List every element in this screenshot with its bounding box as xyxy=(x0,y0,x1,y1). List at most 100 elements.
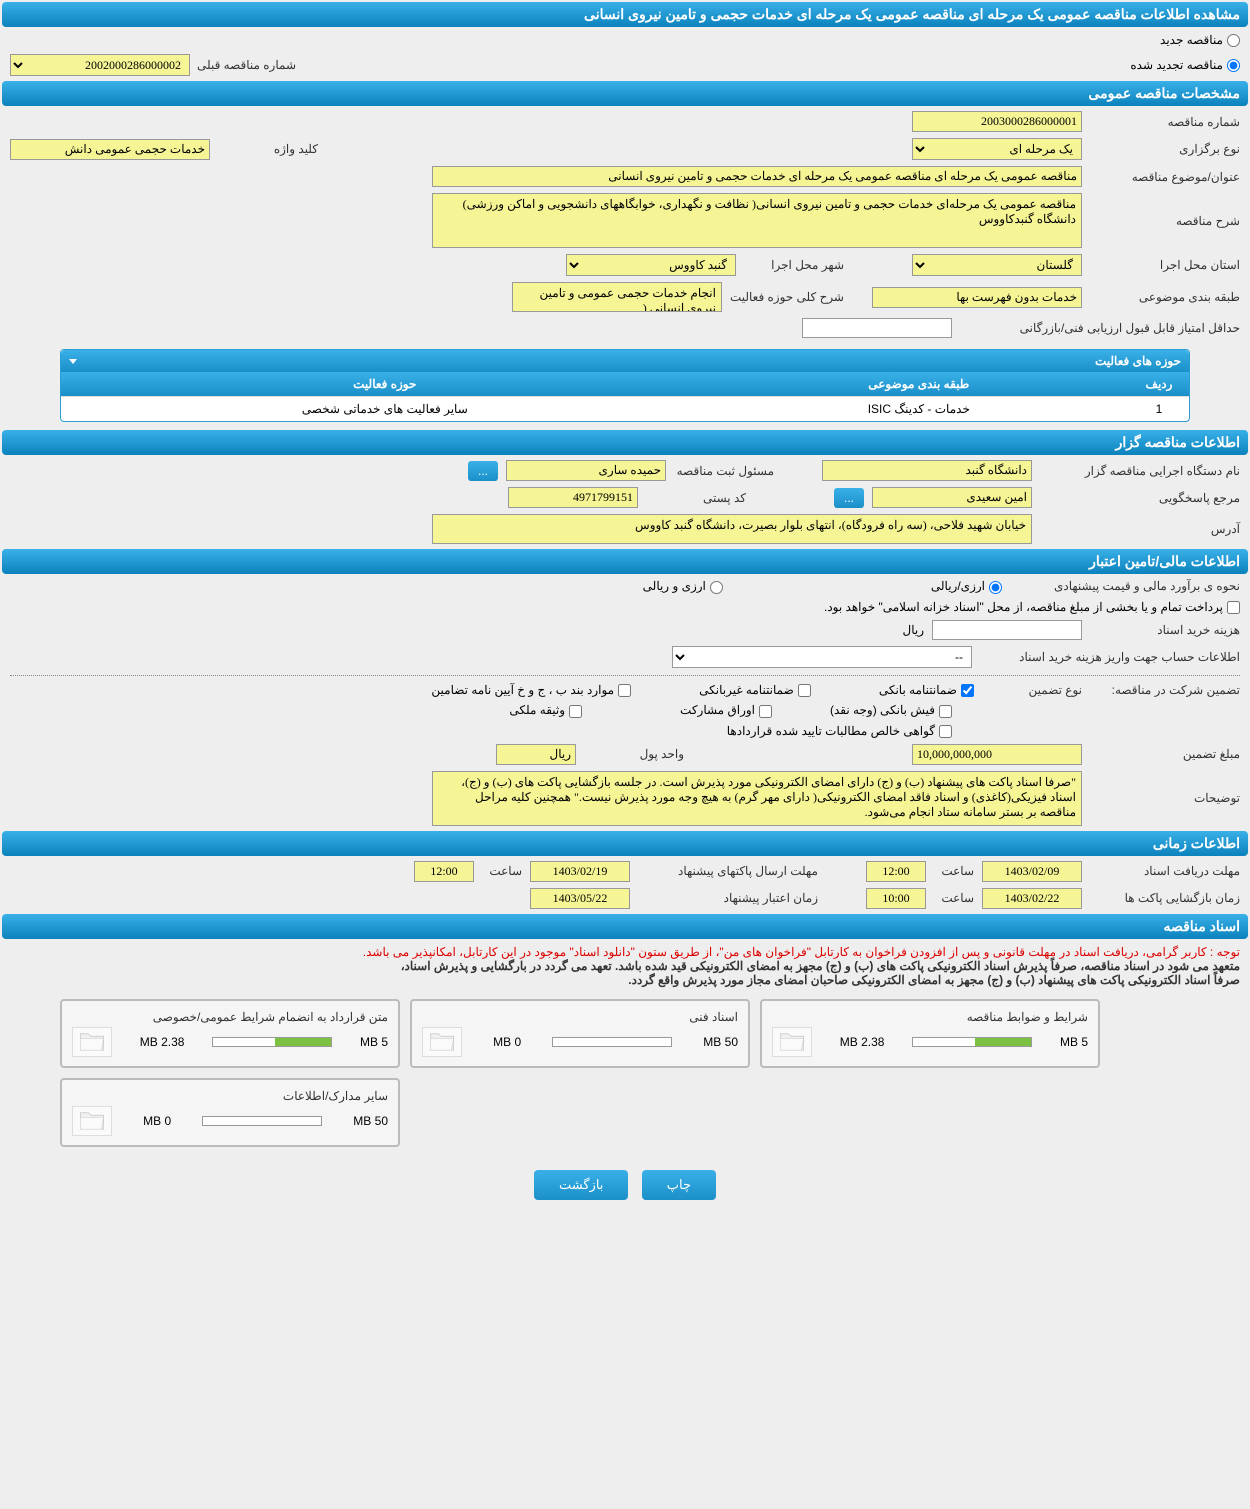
currency-unit-input[interactable] xyxy=(496,744,576,765)
doc-total: 50 MB xyxy=(703,1035,738,1049)
clauses-option[interactable]: موارد بند ب ، ج و خ آیین نامه تضامین xyxy=(431,683,631,697)
exec-city-select[interactable]: گنبد کاووس xyxy=(566,254,736,276)
nonbank-guarantee-option[interactable]: ضمانتنامه غیربانکی xyxy=(699,683,811,697)
contract-cert-checkbox[interactable] xyxy=(939,725,952,738)
estimate-label: نحوه ی برآورد مالی و قیمت پیشنهادی xyxy=(1010,579,1240,593)
docs-notice-red: توجه : کاربر گرامی، دریافت اسناد در مهلت… xyxy=(363,945,1240,959)
cell-category: خدمات - کدینگ ISIC xyxy=(709,397,1129,422)
participation-bonds-checkbox[interactable] xyxy=(759,705,772,718)
doc-total: 50 MB xyxy=(353,1114,388,1128)
bank-receipt-checkbox[interactable] xyxy=(939,705,952,718)
doc-used: 0 MB xyxy=(493,1035,521,1049)
renewed-tender-radio-label[interactable]: مناقصه تجدید شده xyxy=(1130,58,1240,72)
doc-progress-bar xyxy=(912,1037,1032,1047)
section-general-specs: مشخصات مناقصه عمومی xyxy=(2,81,1248,106)
prev-number-select[interactable]: 2002000286000002 xyxy=(10,54,190,76)
doc-card[interactable]: شرایط و ضوابط مناقصه5 MB2.38 MB xyxy=(760,999,1100,1068)
payment-note-checkbox[interactable] xyxy=(1227,601,1240,614)
print-button[interactable]: چاپ xyxy=(642,1170,716,1200)
exec-city-label: شهر محل اجرا xyxy=(744,258,844,272)
postal-code-label: کد پستی xyxy=(646,491,746,505)
currency-both-option[interactable]: ارزی و ریالی xyxy=(643,579,723,593)
bid-send-time-input[interactable] xyxy=(414,861,474,882)
folder-icon xyxy=(72,1027,112,1057)
guarantee-type-label: نوع تضمین xyxy=(982,683,1082,697)
nonbank-guarantee-checkbox[interactable] xyxy=(798,684,811,697)
subject-input[interactable] xyxy=(432,166,1082,187)
property-bond-checkbox[interactable] xyxy=(569,705,582,718)
validity-date-input[interactable] xyxy=(530,888,630,909)
doc-card-title: شرایط و ضوابط مناقصه xyxy=(967,1010,1088,1024)
back-button[interactable]: بازگشت xyxy=(534,1170,628,1200)
doc-card[interactable]: سایر مدارک/اطلاعات50 MB0 MB xyxy=(60,1078,400,1147)
registrar-input[interactable] xyxy=(506,460,666,481)
bid-send-date-input[interactable] xyxy=(530,861,630,882)
docs-notice-bold1: متعهد می شود در اسناد مناقصه، صرفاً پذیر… xyxy=(401,959,1240,973)
participation-bonds-option[interactable]: اوراق مشارکت xyxy=(680,703,772,717)
subject-category-label: طبقه بندی موضوعی xyxy=(1090,290,1240,304)
time-label-2: ساعت xyxy=(482,864,522,878)
description-textarea[interactable]: مناقصه عمومی یک مرحله‌ای خدمات حجمی و تا… xyxy=(432,193,1082,248)
holding-type-select[interactable]: یک مرحله ای xyxy=(912,138,1082,160)
activity-areas-panel: حوزه های فعالیت ردیف طبقه بندی موضوعی حو… xyxy=(60,349,1190,422)
exec-province-select[interactable]: گلستان xyxy=(912,254,1082,276)
renewed-tender-radio[interactable] xyxy=(1227,59,1240,72)
section-financial: اطلاعات مالی/تامین اعتبار xyxy=(2,549,1248,574)
doc-cost-input[interactable] xyxy=(932,620,1082,640)
responder-label: مرجع پاسخگویی xyxy=(1040,491,1240,505)
activity-scope-textarea[interactable]: انجام خدمات حجمی عمومی و تامین نیروی انس… xyxy=(512,282,722,312)
registrar-more-button[interactable]: ... xyxy=(468,461,498,481)
validity-label: زمان اعتبار پیشنهاد xyxy=(638,891,818,905)
contract-cert-option[interactable]: گواهی خالص مطالبات تایید شده قراردادها xyxy=(727,724,952,738)
keyword-label: کلید واژه xyxy=(218,142,318,156)
min-score-input[interactable] xyxy=(802,318,952,338)
subject-category-input[interactable] xyxy=(872,287,1082,308)
bank-guarantee-option[interactable]: ضمانتنامه بانکی xyxy=(879,683,974,697)
folder-icon xyxy=(772,1027,812,1057)
bank-receipt-option[interactable]: فیش بانکی (وجه نقد) xyxy=(830,703,952,717)
time-label-3: ساعت xyxy=(934,891,974,905)
responder-input[interactable] xyxy=(872,487,1032,508)
currency-both-radio[interactable] xyxy=(710,581,723,594)
guarantee-amount-input[interactable] xyxy=(912,744,1082,765)
doc-card[interactable]: اسناد فنی 50 MB 0 MB xyxy=(410,999,750,1068)
opening-time-input[interactable] xyxy=(866,888,926,909)
address-textarea[interactable]: خیابان شهید فلاحی، (سه راه فرودگاه)، انت… xyxy=(432,514,1032,544)
doc-receive-date-input[interactable] xyxy=(982,861,1082,882)
deposit-account-select[interactable]: -- xyxy=(672,646,972,668)
new-tender-label: مناقصه جدید xyxy=(1160,33,1223,47)
clauses-checkbox[interactable] xyxy=(618,684,631,697)
rial-unit: ریال xyxy=(902,623,924,637)
renewed-tender-label: مناقصه تجدید شده xyxy=(1130,58,1223,72)
payment-note-option[interactable]: پرداخت تمام و یا بخشی از مبلغ مناقصه، از… xyxy=(824,600,1240,614)
keyword-input[interactable] xyxy=(10,139,210,160)
doc-progress-bar xyxy=(202,1116,322,1126)
responder-more-button[interactable]: ... xyxy=(834,488,864,508)
currency-rial-radio[interactable] xyxy=(989,581,1002,594)
subject-label: عنوان/موضوع مناقصه xyxy=(1090,170,1240,184)
property-bond-option[interactable]: وثیقه ملکی xyxy=(509,703,582,717)
time-label-1: ساعت xyxy=(934,864,974,878)
tender-number-input[interactable] xyxy=(912,111,1082,132)
doc-cost-label: هزینه خرید اسناد xyxy=(1090,623,1240,637)
new-tender-radio-label[interactable]: مناقصه جدید xyxy=(1160,33,1240,47)
doc-receive-time-input[interactable] xyxy=(866,861,926,882)
currency-rial-option[interactable]: ارزی/ریالی xyxy=(931,579,1002,593)
doc-used: 2.38 MB xyxy=(140,1035,185,1049)
tender-number-label: شماره مناقصه xyxy=(1090,115,1240,129)
bank-guarantee-checkbox[interactable] xyxy=(961,684,974,697)
doc-card-title: اسناد فنی xyxy=(689,1010,738,1024)
doc-card[interactable]: متن قرارداد به انضمام شرایط عمومی/خصوصی5… xyxy=(60,999,400,1068)
notes-textarea[interactable]: "صرفا اسناد پاکت های پیشنهاد (ب) و (ج) د… xyxy=(432,771,1082,826)
folder-icon xyxy=(72,1106,112,1136)
chevron-down-icon[interactable] xyxy=(69,359,77,364)
new-tender-radio[interactable] xyxy=(1227,34,1240,47)
postal-code-input[interactable] xyxy=(508,487,638,508)
deposit-account-label: اطلاعات حساب جهت واریز هزینه خرید اسناد xyxy=(980,650,1240,664)
exec-device-label: نام دستگاه اجرایی مناقصه گزار xyxy=(1040,464,1240,478)
notes-label: توضیحات xyxy=(1090,791,1240,805)
bid-send-deadline-label: مهلت ارسال پاکتهای پیشنهاد xyxy=(638,864,818,878)
doc-total: 5 MB xyxy=(1060,1035,1088,1049)
opening-date-input[interactable] xyxy=(982,888,1082,909)
exec-device-input[interactable] xyxy=(822,460,1032,481)
